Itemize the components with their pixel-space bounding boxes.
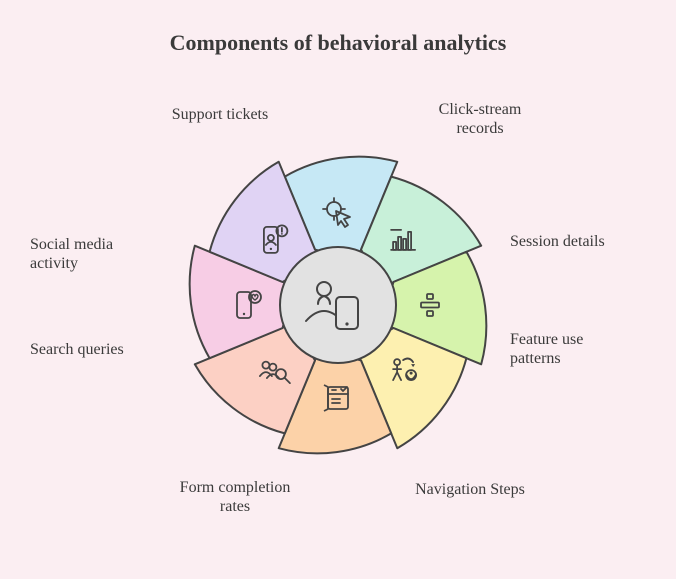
label-social: Social mediaactivity [30,235,190,273]
label-form: Form completionrates [135,478,335,516]
label-search: Search queries [30,340,190,359]
label-click-stream: Click-streamrecords [400,100,560,138]
label-feature-use: Feature usepatterns [510,330,670,368]
label-navigation: Navigation Steps [380,480,560,499]
diagram-title: Components of behavioral analytics [0,30,676,56]
label-session: Session details [510,232,670,251]
wheel-diagram: Click-streamrecords Session details Featur… [0,80,676,560]
label-support: Support tickets [130,105,310,124]
